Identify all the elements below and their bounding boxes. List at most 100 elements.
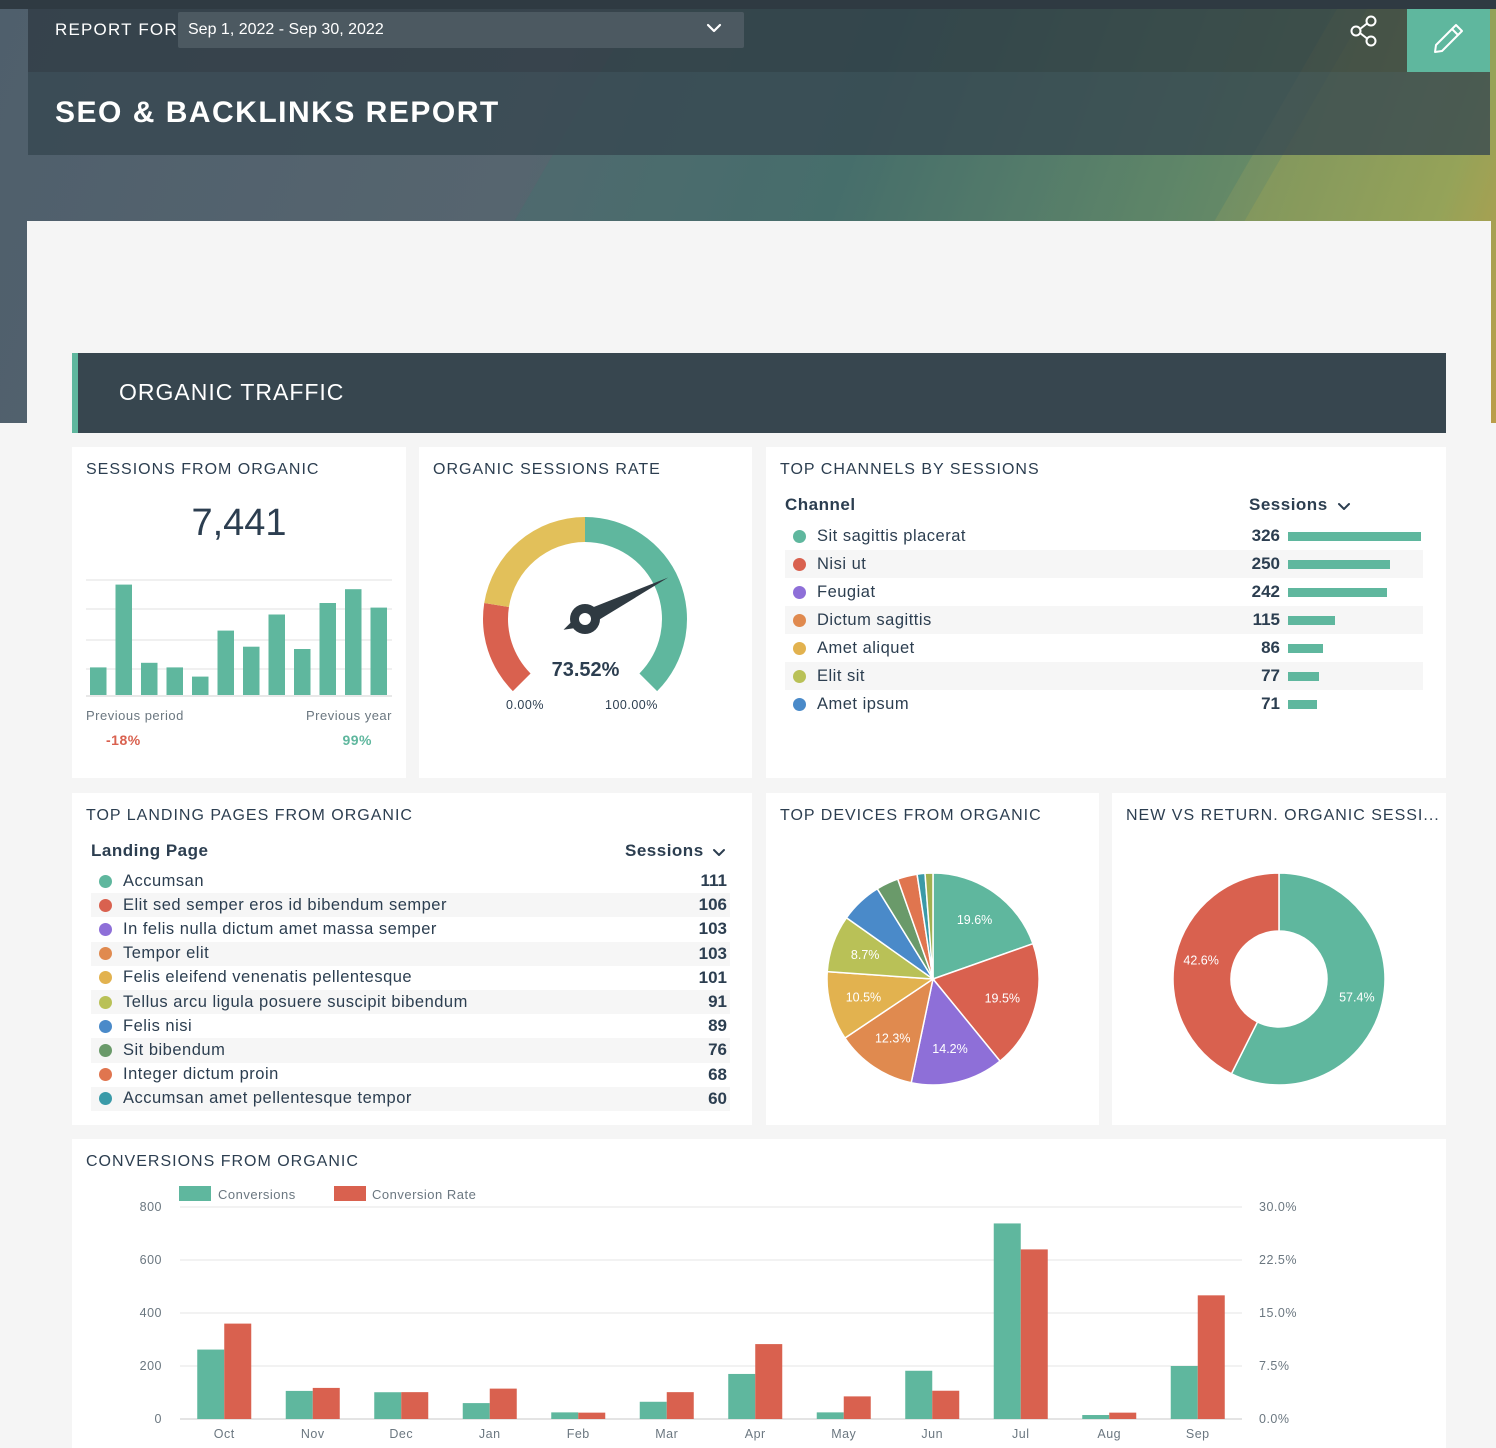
pie-slice[interactable] <box>910 977 1002 1086</box>
row-label: Elit sit <box>817 666 866 685</box>
row-label: Felis eleifend venenatis pellentesque <box>123 968 413 987</box>
sessions-column-header: Sessions <box>625 841 704 860</box>
conversion-rate-bar[interactable] <box>666 1392 694 1419</box>
share-icon <box>1350 15 1377 47</box>
conversion-rate-bar[interactable] <box>1020 1249 1048 1419</box>
legend-dot-icon <box>793 529 806 543</box>
conversion-rate-bar[interactable] <box>843 1396 871 1419</box>
row-bar <box>1288 643 1324 653</box>
table-row[interactable]: Elit sed semper eros id bibendum semper 1… <box>91 893 730 918</box>
conversions-bar[interactable] <box>728 1373 756 1419</box>
sparkline-bar <box>217 630 234 695</box>
row-label: Accumsan <box>123 871 205 890</box>
row-bar <box>1288 671 1320 681</box>
card-title: TOP DEVICES FROM ORGANIC <box>780 807 1042 824</box>
table-row[interactable]: Integer dictum proin 68 <box>91 1063 730 1087</box>
date-range-select[interactable]: Sep 1, 2022 - Sep 30, 2022 <box>178 12 744 48</box>
conversions-bar[interactable] <box>1170 1366 1198 1419</box>
sessions-sort-button[interactable]: Sessions <box>625 841 735 863</box>
table-row[interactable]: Tellus arcu ligula posuere suscipit bibe… <box>91 990 730 1015</box>
legend-dot-icon <box>99 971 112 985</box>
legend-dot-icon <box>99 898 112 912</box>
conversion-rate-bar[interactable] <box>312 1387 340 1419</box>
conversions-bar[interactable] <box>374 1392 402 1419</box>
row-value: 77 <box>1261 666 1280 685</box>
table-row[interactable]: Amet ipsum 71 <box>785 690 1423 718</box>
x-tick-label: Oct <box>214 1427 235 1441</box>
pie-slice[interactable] <box>843 977 935 1084</box>
table-row[interactable]: In felis nulla dictum amet massa semper 1… <box>91 917 730 941</box>
table-row[interactable]: Tempor elit 103 <box>91 941 730 966</box>
rate-value: 73.52% <box>551 659 620 681</box>
conversions-bar[interactable] <box>993 1223 1021 1419</box>
conversion-rate-bar[interactable] <box>489 1388 517 1419</box>
conversions-bar[interactable] <box>1082 1415 1110 1419</box>
row-value: 250 <box>1251 554 1280 573</box>
sparkline-bar <box>192 676 209 695</box>
row-value: 242 <box>1251 582 1280 601</box>
pie-slice[interactable] <box>826 970 936 1040</box>
sparkline-bar <box>166 667 183 695</box>
table-row[interactable]: Nisi ut 250 <box>785 550 1423 578</box>
share-button[interactable] <box>1340 12 1386 50</box>
table-row[interactable]: Dictum sagittis 115 <box>785 606 1423 634</box>
pie-slice[interactable] <box>924 872 934 980</box>
table-row[interactable]: Accumsan 111 <box>91 869 730 893</box>
table-row[interactable]: Felis eleifend venenatis pellentesque 101 <box>91 966 730 990</box>
channel-column-header: Channel <box>785 495 856 514</box>
conversion-rate-bar[interactable] <box>401 1392 429 1419</box>
previous-period-label: Previous period <box>86 708 184 723</box>
conversions-bar[interactable] <box>905 1370 933 1419</box>
card-title: TOP CHANNELS BY SESSIONS <box>780 461 1040 478</box>
sessions-card: SESSIONS FROM ORGANIC 7,441 Previous per… <box>72 447 406 778</box>
row-value: 326 <box>1251 526 1280 545</box>
conversions-bar[interactable] <box>197 1349 225 1419</box>
conversion-rate-bar[interactable] <box>1109 1412 1137 1419</box>
conversions-bar[interactable] <box>639 1401 667 1419</box>
sparkline-bar <box>141 662 158 695</box>
conversions-bar[interactable] <box>816 1412 844 1419</box>
table-row[interactable]: Feugiat 242 <box>785 578 1423 606</box>
conversions-bar[interactable] <box>551 1412 579 1419</box>
pie-slice[interactable] <box>931 942 1040 1063</box>
x-tick-label: Jun <box>921 1427 943 1441</box>
legend-dot-icon <box>99 947 112 961</box>
conversion-rate-bar[interactable] <box>578 1412 606 1419</box>
conversion-rate-bar[interactable] <box>932 1390 960 1419</box>
row-value: 111 <box>700 871 728 891</box>
conversion-rate-bar[interactable] <box>1197 1295 1225 1419</box>
previous-year-value: 99% <box>342 732 372 748</box>
sessions-value: 7,441 <box>191 502 287 544</box>
channels-card: TOP CHANNELS BY SESSIONS Channel Session… <box>766 447 1446 778</box>
table-row[interactable]: Accumsan amet pellentesque tempor 60 <box>91 1086 730 1111</box>
row-label: Amet aliquet <box>817 638 915 657</box>
table-row[interactable]: Amet aliquet 86 <box>785 634 1423 662</box>
row-bar <box>1288 559 1390 569</box>
sessions-sort-button[interactable]: Sessions <box>1249 495 1359 517</box>
legend-dot-icon <box>99 922 112 936</box>
previous-period-value: -18% <box>106 732 141 748</box>
table-row[interactable]: Sit sagittis placerat 326 <box>785 522 1423 550</box>
legend-dot-icon <box>99 1043 112 1057</box>
table-row[interactable]: Elit sit 77 <box>785 662 1423 690</box>
row-value: 106 <box>698 895 727 915</box>
conversions-bar[interactable] <box>462 1403 490 1419</box>
pie-slice[interactable] <box>1230 872 1386 1086</box>
pie-slice[interactable] <box>1172 872 1280 1075</box>
row-bar <box>1288 531 1421 541</box>
pie-slice-label: 10.5% <box>846 991 881 1005</box>
table-row[interactable]: Felis nisi 89 <box>91 1014 730 1038</box>
legend-dot-icon <box>793 697 806 711</box>
x-tick-label: Apr <box>745 1427 766 1441</box>
edit-button[interactable] <box>1407 9 1490 72</box>
x-tick-label: May <box>831 1427 856 1441</box>
conversion-rate-bar[interactable] <box>755 1344 783 1419</box>
conversion-rate-bar[interactable] <box>224 1323 252 1419</box>
y-right-tick-label: 15.0% <box>1259 1306 1297 1320</box>
table-row[interactable]: Sit bibendum 76 <box>91 1038 730 1063</box>
pie-slice-label: 12.3% <box>875 1032 910 1046</box>
x-tick-label: Sep <box>1186 1427 1210 1441</box>
conversions-bar[interactable] <box>285 1390 313 1419</box>
row-value: 89 <box>708 1016 727 1036</box>
chevron-down-icon <box>713 849 725 856</box>
